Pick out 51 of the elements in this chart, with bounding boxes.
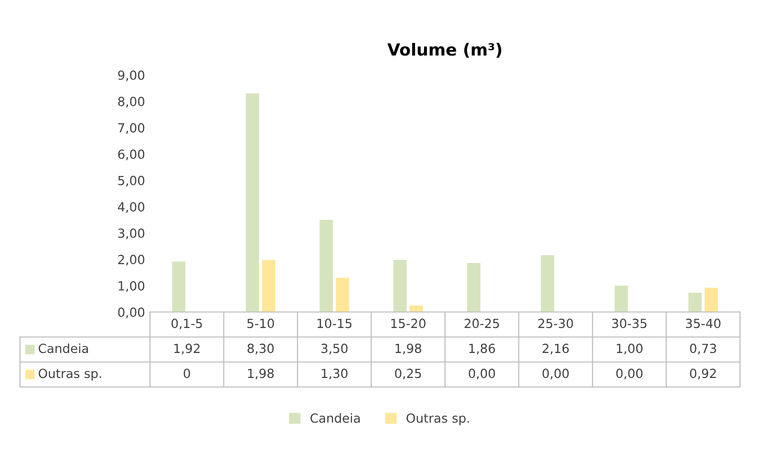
data-label: 2,16 xyxy=(542,344,569,354)
bar xyxy=(246,93,260,312)
y-tick-label: 0,00 xyxy=(118,307,144,318)
x-tick-label: 35-40 xyxy=(686,318,720,328)
x-tick-label: 0,1-5 xyxy=(172,318,202,330)
bar xyxy=(410,305,423,312)
data-label: 0,73 xyxy=(690,344,716,354)
text: Outras sp. xyxy=(38,368,102,381)
data-label: 1,30 xyxy=(322,368,348,380)
x-tick-label: 5-10 xyxy=(247,318,274,328)
data-label: 0,92 xyxy=(690,368,716,380)
legend-label: Outras sp. xyxy=(406,413,469,426)
x-tick-label: 15-20 xyxy=(391,318,426,328)
data-label: 8,30 xyxy=(248,344,274,354)
y-tick-label: 8,00 xyxy=(118,96,144,108)
bar xyxy=(262,260,276,312)
bar xyxy=(467,263,480,312)
data-label: 0,00 xyxy=(542,368,569,380)
y-tick-label: 4,00 xyxy=(118,202,144,213)
text: Candeia xyxy=(310,413,360,423)
x-tick-label: 25-30 xyxy=(538,318,573,328)
bar xyxy=(688,292,702,312)
x-tick-label: 30-35 xyxy=(612,318,646,328)
y-tick-label: 3,00 xyxy=(118,228,144,240)
x-tick-label: 10-15 xyxy=(318,318,352,328)
data-label: 0,25 xyxy=(395,368,421,380)
y-tick-label: 6,00 xyxy=(118,149,144,160)
data-label: 1,86 xyxy=(469,344,496,354)
data-label: 1,98 xyxy=(396,344,422,354)
bar xyxy=(172,261,186,312)
data-label: 0,00 xyxy=(616,368,642,380)
bar xyxy=(704,288,718,312)
data-label: 1,92 xyxy=(174,344,200,354)
bar xyxy=(336,278,350,312)
data-label: 1,00 xyxy=(616,344,642,354)
legend-label: Candeia xyxy=(38,343,88,354)
x-tick-label: 20-25 xyxy=(464,318,499,328)
bar xyxy=(614,286,628,312)
y-tick-label: 9,00 xyxy=(118,70,144,82)
data-label: 0,00 xyxy=(468,368,495,380)
bar xyxy=(393,260,407,312)
bar xyxy=(320,220,333,312)
y-tick-label: 5,00 xyxy=(118,176,144,187)
data-label: 3,50 xyxy=(321,344,348,354)
data-label: 1,98 xyxy=(248,368,274,380)
bar xyxy=(540,255,554,312)
y-tick-label: 2,00 xyxy=(118,254,144,266)
data-label: 0 xyxy=(184,368,190,378)
y-tick-label: 1,00 xyxy=(118,281,144,292)
y-tick-label: 7,00 xyxy=(118,123,144,134)
chart-title: Volume (m³) xyxy=(387,42,502,58)
